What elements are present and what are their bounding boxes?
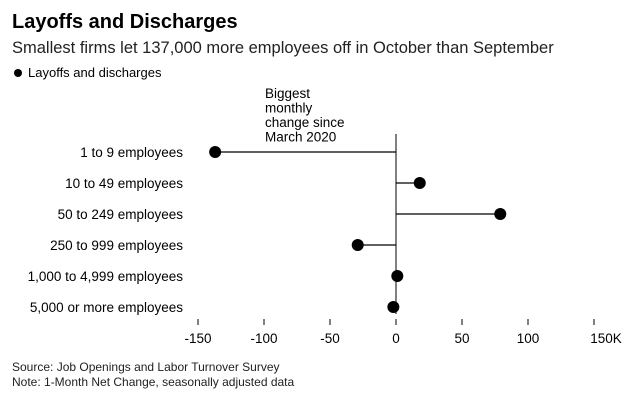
category-label: 1,000 to 4,999 employees	[28, 269, 184, 284]
annotation-line: change since	[265, 115, 345, 130]
x-tick-label: -50	[320, 331, 340, 346]
x-tick-label: 0	[392, 331, 400, 346]
annotation-line: monthly	[265, 101, 313, 116]
x-tick-label: 50	[454, 331, 469, 346]
legend: Layoffs and discharges	[14, 64, 161, 82]
annotation-line: Biggest	[265, 86, 310, 101]
x-tick-label: -100	[250, 331, 277, 346]
data-point	[494, 208, 507, 220]
data-note: Note: 1-Month Net Change, seasonally adj…	[12, 375, 295, 389]
legend-dot-icon	[14, 69, 22, 77]
data-point	[387, 301, 400, 313]
category-label: 250 to 999 employees	[50, 238, 183, 253]
data-point	[391, 270, 404, 282]
category-label: 10 to 49 employees	[65, 176, 183, 191]
source-note: Source: Job Openings and Labor Turnover …	[12, 360, 280, 374]
data-point	[351, 239, 364, 251]
data-point	[209, 146, 222, 158]
x-tick-label: 100	[517, 331, 540, 346]
category-label: 5,000 or more employees	[30, 300, 183, 315]
category-label: 50 to 249 employees	[58, 207, 184, 222]
x-tick-label: -150	[184, 331, 211, 346]
x-tick-label: 150K	[590, 331, 622, 346]
chart-title: Layoffs and Discharges	[12, 11, 238, 33]
legend-label: Layoffs and discharges	[28, 65, 162, 80]
data-point	[413, 177, 426, 189]
annotation-line: March 2020	[265, 130, 336, 145]
category-label: 1 to 9 employees	[80, 145, 183, 160]
chart-subtitle: Smallest firms let 137,000 more employee…	[12, 39, 554, 57]
